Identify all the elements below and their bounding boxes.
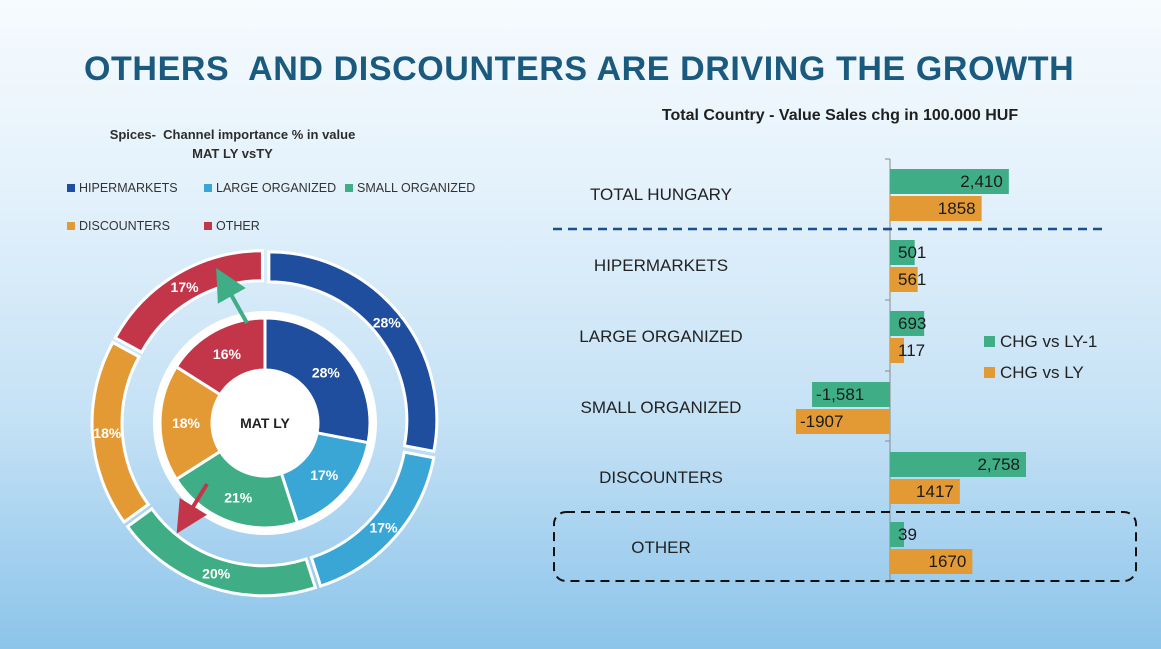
bar-chg-vs-ly-small-organized [795,409,890,434]
bar-value-label-chg-vs-ly-1-hipermarkets: 501 [898,243,926,262]
bar-value-label-chg-vs-ly-other: 1670 [929,552,967,571]
legend-item-large-organized: LARGE ORGANIZED [204,181,336,195]
legend-label-chg-vs-ly: CHG vs LY [1000,363,1084,382]
category-label-discounters: DISCOUNTERS [599,468,723,487]
legend-item-other: OTHER [204,219,260,233]
inner-ring-label-large-organized: 17% [310,467,339,483]
donut-center-label: MAT LY [240,415,290,431]
inner-ring-slice-other [174,316,267,397]
arrow-up-icon [216,268,249,324]
bar-chg-vs-ly-1-discounters [890,452,1026,477]
legend-swatch-small-organized [345,184,353,192]
other-highlight-box [553,511,1137,582]
legend-swatch-chg-vs-ly-1 [984,336,995,347]
legend-swatch-chg-vs-ly [984,367,995,378]
legend-label-other: OTHER [216,219,260,233]
donut-title-line2: MAT LY vsTY [192,146,273,161]
legend-item-discounters: DISCOUNTERS [67,219,170,233]
outer-ring-label-large-organized: 17% [370,519,399,535]
legend-swatch-large-organized [204,184,212,192]
bar-chg-vs-ly-1-large-organized [890,311,925,336]
donut-title-line1: Spices- Channel importance % in value [109,127,356,142]
bar-chg-vs-ly-discounters [890,479,960,504]
bar-value-label-chg-vs-ly-total-hungary: 1858 [938,199,976,218]
bar-chg-vs-ly-1-other [890,522,904,547]
bar-value-label-chg-vs-ly-hipermarkets: 561 [898,270,926,289]
legend-label-large-organized: LARGE ORGANIZED [216,181,337,195]
legend-item-hipermarkets: HIPERMARKETS [67,181,178,195]
legend-label-small-organized: SMALL ORGANIZED [357,181,476,195]
bar-value-label-chg-vs-ly-large-organized: 117 [898,341,925,360]
bar-chg-vs-ly-hipermarkets [890,267,918,292]
inner-ring-label-discounters: 18% [172,415,201,431]
legend-label-hipermarkets: HIPERMARKETS [79,181,178,195]
bar-chg-vs-ly-total-hungary [890,196,982,221]
outer-ring-slice-small-organized [125,506,318,598]
bar-chg-vs-ly-1-total-hungary [890,169,1009,194]
arrow-down-icon [176,482,209,534]
bar-chart-title: Total Country - Value Sales chg in 100.0… [661,107,1019,124]
inner-ring-label-hipermarkets: 28% [312,365,341,381]
page-title: OTHERS AND DISCOUNTERS ARE DRIVING THE G… [84,50,1075,88]
outer-ring-slice-large-organized [309,450,436,588]
legend-label-chg-vs-ly-1: CHG vs LY-1 [1000,332,1097,351]
bar-chg-vs-ly-1-small-organized [812,382,890,407]
outer-ring-label-discounters: 18% [93,425,122,441]
category-label-large-organized: LARGE ORGANIZED [579,327,742,346]
donut-chart-title: Spices- Channel importance % in value MA… [60,125,405,163]
outer-ring-slice-discounters [90,340,151,525]
outer-ring-label-small-organized: 20% [202,565,231,581]
bar-value-label-chg-vs-ly-1-other: 39 [898,525,917,544]
category-label-small-organized: SMALL ORGANIZED [581,398,742,417]
legend-swatch-other [204,222,212,230]
category-label-total-hungary: TOTAL HUNGARY [590,185,732,204]
bar-value-label-chg-vs-ly-1-large-organized: 693 [898,314,926,333]
outer-ring-label-hipermarkets: 28% [373,314,402,330]
legend-label-discounters: DISCOUNTERS [79,219,170,233]
inner-ring-label-other: 16% [213,346,242,362]
bar-chg-vs-ly-large-organized [890,338,904,363]
bar-value-label-chg-vs-ly-discounters: 1417 [916,482,954,501]
category-label-hipermarkets: HIPERMARKETS [594,256,728,275]
bar-chg-vs-ly-other [890,549,973,574]
bar-value-label-chg-vs-ly-1-total-hungary: 2,410 [960,172,1003,191]
inner-ring-slice-hipermarkets [263,316,372,445]
bar-chg-vs-ly-1-hipermarkets [890,240,915,265]
inner-ring-label-small-organized: 21% [224,489,253,505]
legend-item-small-organized: SMALL ORGANIZED [345,181,475,195]
bar-value-label-chg-vs-ly-1-discounters: 2,758 [977,455,1020,474]
bar-value-label-chg-vs-ly-1-small-organized: -1,581 [816,385,864,404]
bar-value-label-chg-vs-ly-small-organized: -1907 [800,412,843,431]
legend-swatch-discounters [67,222,75,230]
outer-ring-slice-hipermarkets [267,250,439,454]
category-label-other: OTHER [631,538,691,557]
legend-swatch-hipermarkets [67,184,75,192]
outer-ring-label-other: 17% [171,279,200,295]
